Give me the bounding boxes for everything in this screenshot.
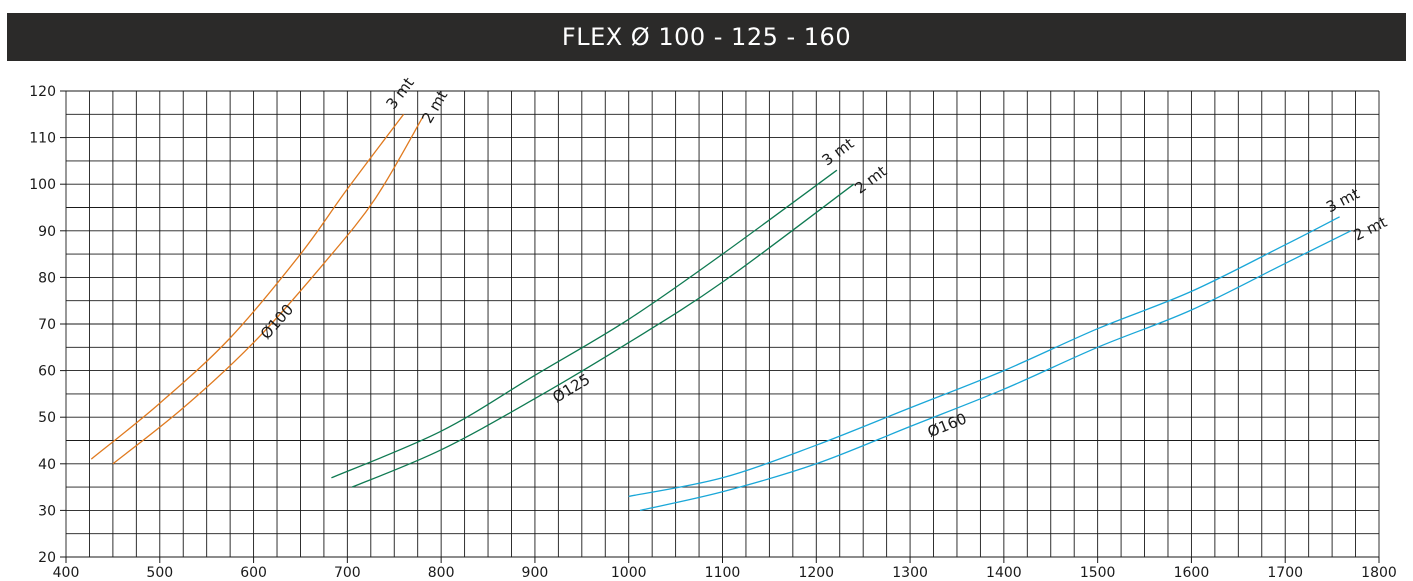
series-line bbox=[112, 113, 425, 465]
x-tick-label: 1200 bbox=[798, 565, 834, 581]
series-line bbox=[331, 169, 838, 479]
x-tick-label: 1700 bbox=[1267, 565, 1303, 581]
y-tick-label: 80 bbox=[38, 270, 56, 286]
x-tick-label: 700 bbox=[334, 565, 361, 581]
y-tick-label: 60 bbox=[38, 364, 56, 380]
length-label: 2 mt bbox=[418, 87, 451, 126]
x-tick-label: 500 bbox=[146, 565, 173, 581]
length-label: 3 mt bbox=[819, 134, 858, 169]
length-label: 2 mt bbox=[1351, 213, 1390, 245]
x-tick-label: 1300 bbox=[892, 565, 928, 581]
length-label: 3 mt bbox=[382, 74, 417, 113]
y-tick-label: 110 bbox=[29, 131, 56, 147]
y-tick-label: 30 bbox=[38, 503, 56, 519]
y-tick-label: 40 bbox=[38, 457, 56, 473]
axes: 400 500 600 700 800 900 1000 1100 1200 1300 1400 15… bbox=[29, 84, 1397, 581]
grid bbox=[65, 90, 1380, 558]
series-line bbox=[639, 230, 1352, 512]
x-tick-label: 900 bbox=[522, 565, 549, 581]
diameter-label: Ø160 bbox=[925, 409, 969, 441]
length-label: 3 mt bbox=[1323, 184, 1362, 216]
y-tick-label: 70 bbox=[38, 317, 56, 333]
x-tick-label: 800 bbox=[428, 565, 455, 581]
series-line bbox=[628, 216, 1340, 498]
y-tick-label: 100 bbox=[29, 177, 56, 193]
x-tick-label: 600 bbox=[240, 565, 267, 581]
y-tick-label: 20 bbox=[38, 550, 56, 566]
x-tick-label: 1000 bbox=[611, 565, 647, 581]
chart-title: FLEX Ø 100 - 125 - 160 bbox=[7, 13, 1406, 61]
length-label: 2 mt bbox=[851, 162, 890, 197]
x-tick-label: 1100 bbox=[705, 565, 741, 581]
diameter-label: Ø125 bbox=[549, 370, 593, 406]
x-tick-label: 1500 bbox=[1080, 565, 1116, 581]
series-group bbox=[90, 113, 1352, 512]
y-tick-label: 120 bbox=[29, 84, 56, 100]
series-line bbox=[90, 113, 405, 460]
series-line bbox=[351, 183, 855, 488]
x-tick-label: 1600 bbox=[1174, 565, 1210, 581]
x-tick-label: 400 bbox=[53, 565, 80, 581]
x-tick-label: 1800 bbox=[1361, 565, 1397, 581]
y-tick-label: 50 bbox=[38, 410, 56, 426]
x-tick-label: 1400 bbox=[986, 565, 1022, 581]
y-tick-label: 90 bbox=[38, 224, 56, 240]
